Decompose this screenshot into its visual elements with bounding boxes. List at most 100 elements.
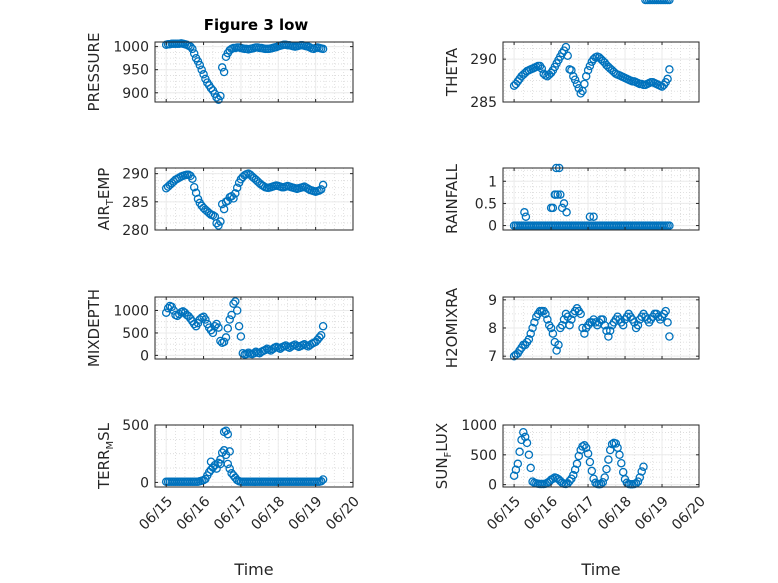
y-tick-label: 285 — [470, 95, 497, 111]
y-axis-label-main: THETA — [443, 47, 461, 97]
x-tick-label: 06/19 — [286, 494, 326, 534]
data-point — [663, 74, 672, 84]
y-axis-label: TERRMSL — [95, 422, 116, 490]
y-axis-label-main: TERR — [95, 450, 113, 491]
data-point — [217, 63, 227, 72]
data-point — [189, 182, 199, 192]
y-axis-label-tail: EMP — [95, 168, 113, 199]
data-point — [589, 212, 598, 221]
data-point — [580, 441, 589, 450]
data-point — [524, 450, 534, 460]
data-point — [559, 199, 569, 208]
data-point — [188, 174, 197, 183]
data-point — [219, 67, 229, 77]
data-point — [229, 299, 238, 308]
data-point — [635, 473, 645, 482]
series-markers — [509, 304, 674, 361]
data-point — [633, 320, 643, 330]
y-axis-label-tail: SL — [95, 422, 113, 441]
data-point — [567, 315, 576, 324]
x-axis-label: Time — [580, 560, 620, 579]
y-axis-label: THETA — [443, 47, 461, 97]
data-point — [219, 337, 229, 347]
data-point — [615, 450, 624, 460]
data-point — [236, 332, 246, 341]
data-point — [546, 323, 556, 333]
data-point — [665, 0, 674, 5]
data-point — [604, 455, 613, 464]
y-axis-label-main: MIXDEPTH — [85, 289, 103, 367]
data-point — [602, 464, 611, 474]
data-point — [318, 321, 328, 331]
data-point — [580, 79, 589, 89]
x-tick-label: 06/20 — [323, 494, 363, 534]
series-markers — [161, 169, 328, 230]
x-tick-label: 06/18 — [248, 494, 288, 534]
data-point — [580, 329, 589, 338]
data-point — [520, 208, 529, 217]
data-point — [553, 190, 562, 199]
data-point — [639, 462, 648, 471]
data-point — [316, 185, 326, 194]
data-point — [557, 203, 567, 213]
data-point — [585, 61, 595, 71]
data-point — [598, 477, 608, 487]
x-tick-label: 06/18 — [595, 494, 635, 534]
x-tick-label: 06/20 — [669, 494, 709, 534]
data-point — [225, 315, 234, 324]
data-point — [604, 332, 613, 341]
data-point — [637, 467, 646, 476]
data-point — [665, 65, 674, 74]
data-point — [611, 439, 621, 448]
data-point — [602, 326, 611, 336]
y-axis-label-main: RAINFALL — [443, 163, 461, 234]
y-axis-label-tail: LUX — [433, 423, 451, 452]
data-point — [221, 333, 231, 342]
axes-box — [502, 167, 700, 231]
y-tick-label: 500 — [122, 326, 149, 342]
data-point — [663, 318, 672, 327]
y-tick-label: 1000 — [113, 40, 149, 56]
data-point — [216, 217, 225, 226]
axes-rainfall: 0 0.5 1 RAINFALL — [443, 163, 700, 235]
y-tick-label: 285 — [122, 195, 149, 211]
data-point — [552, 346, 561, 355]
y-axis-label: MIXDEPTH — [85, 289, 103, 367]
data-point — [161, 308, 171, 317]
data-point — [548, 474, 558, 483]
data-point — [574, 451, 584, 461]
data-point — [598, 315, 608, 324]
data-point — [225, 447, 234, 456]
data-point — [576, 309, 585, 319]
y-tick-label: 1000 — [113, 303, 149, 319]
data-point — [225, 464, 234, 473]
data-point — [163, 303, 173, 313]
data-point — [519, 427, 528, 437]
y-tick-label: 1 — [488, 174, 497, 190]
data-point — [548, 329, 558, 338]
data-point — [541, 309, 550, 319]
y-tick-label: 290 — [470, 52, 497, 68]
data-point — [511, 465, 521, 474]
y-axis-label-subscript: T — [105, 198, 116, 206]
data-point — [556, 190, 565, 199]
data-point — [315, 333, 324, 342]
series-markers — [161, 426, 328, 487]
data-point — [216, 91, 225, 101]
y-axis-label: RAINFALL — [443, 163, 461, 234]
data-point — [520, 432, 530, 442]
data-point — [201, 315, 210, 324]
data-point — [569, 470, 578, 480]
y-tick-label: 500 — [122, 418, 149, 434]
y-axis-label-main: SUN — [433, 457, 451, 489]
y-tick-label: 0 — [488, 478, 497, 494]
y-tick-label: 0 — [488, 219, 497, 235]
series-markers — [161, 39, 328, 104]
data-point — [617, 458, 626, 468]
data-point — [548, 203, 558, 213]
data-point — [212, 93, 221, 102]
series-markers — [509, 163, 674, 230]
y-tick-label: 7 — [488, 349, 497, 365]
data-point — [561, 42, 571, 52]
data-point — [232, 306, 242, 315]
